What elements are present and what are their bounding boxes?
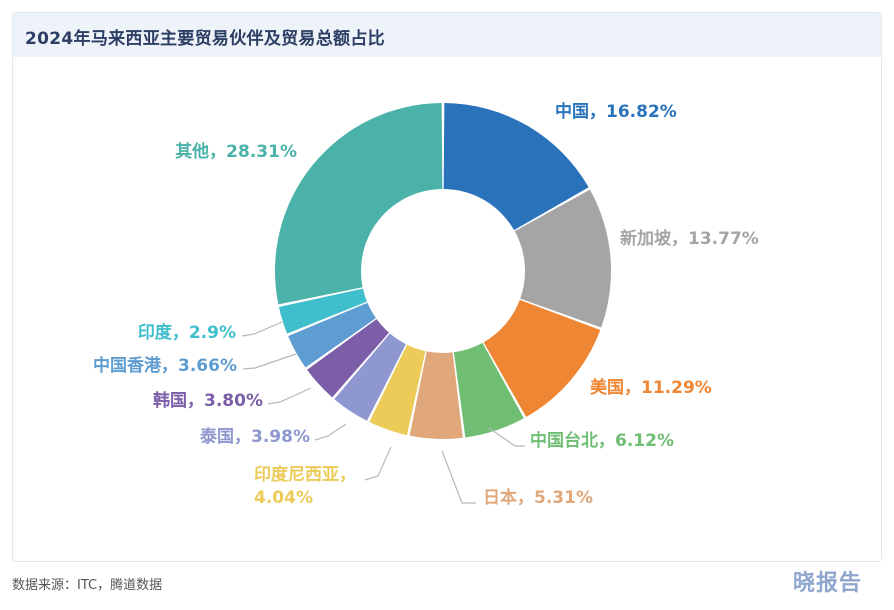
slice-7 — [334, 333, 406, 421]
slice-5 — [409, 351, 463, 439]
leader-line-7 — [314, 423, 347, 441]
slice-11 — [275, 103, 443, 305]
data-label-2: 新加坡，13.77% — [620, 228, 759, 249]
slice-10 — [278, 288, 367, 334]
data-label-3: 美国，11.29% — [590, 377, 712, 398]
data-label-8: 韩国，3.80% — [153, 390, 263, 411]
slice-2 — [514, 189, 611, 328]
slice-4 — [453, 342, 524, 438]
data-label-11: 其他，28.31% — [175, 141, 297, 162]
slice-6 — [369, 344, 426, 436]
data-source: 数据来源：ITC，腾道数据 — [12, 578, 163, 593]
slice-1 — [443, 103, 589, 231]
leader-line-4 — [488, 427, 525, 447]
data-label-6: 印度尼西亚， 4.04% — [254, 464, 356, 508]
data-label-7: 泰国，3.98% — [200, 426, 310, 447]
chart-header: 2024年马来西亚主要贸易伙伴及贸易总额占比 — [13, 13, 881, 57]
leader-line-9 — [242, 353, 297, 370]
leader-line-8 — [267, 387, 312, 405]
slice-9 — [288, 302, 376, 368]
data-label-1: 中国，16.82% — [555, 101, 677, 122]
data-label-9: 中国香港，3.66% — [93, 355, 237, 376]
data-label-10: 印度，2.9% — [138, 322, 236, 343]
data-label-4: 中国台北，6.12% — [530, 430, 674, 451]
leader-line-6 — [364, 446, 392, 481]
slice-3 — [483, 299, 601, 417]
slice-8 — [307, 319, 389, 398]
leader-line-10 — [241, 321, 283, 337]
watermark-logo: 晓报告 — [793, 571, 863, 596]
chart-title: 2024年马来西亚主要贸易伙伴及贸易总额占比 — [25, 29, 385, 49]
leader-line-5 — [441, 450, 476, 504]
data-label-5: 日本，5.31% — [483, 487, 593, 508]
